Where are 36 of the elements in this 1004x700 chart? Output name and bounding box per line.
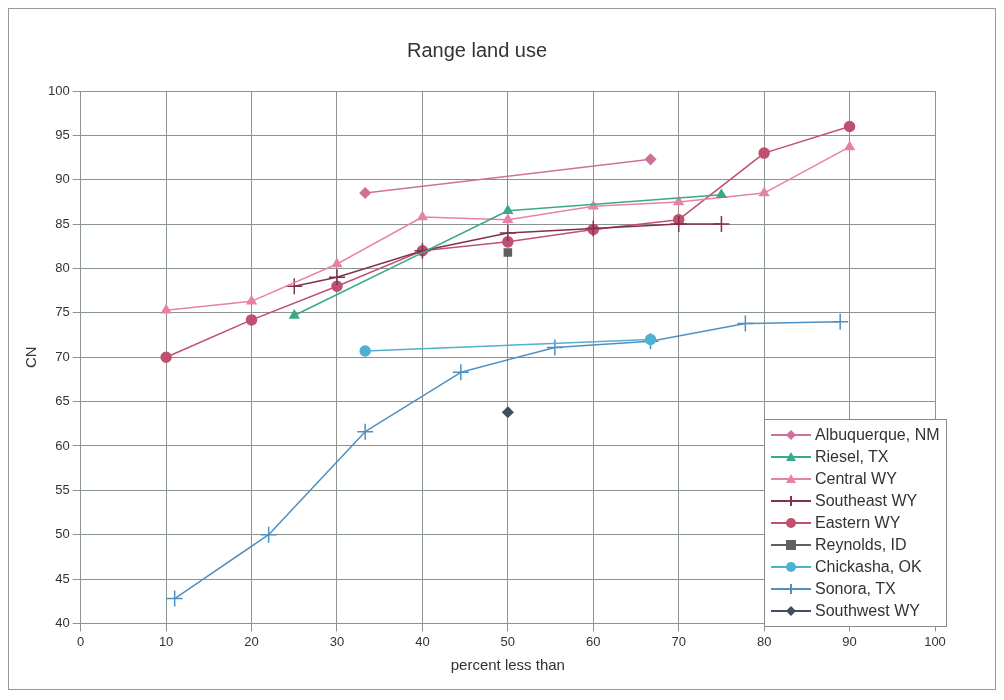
x-tick-label: 80: [756, 633, 772, 649]
x-tick-label: 50: [500, 633, 516, 649]
y-tick-label: 40: [55, 614, 70, 630]
y-tick-label: 55: [55, 481, 70, 497]
x-axis-title: percent less than: [450, 656, 565, 674]
y-axis-title: CN: [22, 346, 40, 369]
y-tick-label: 80: [55, 260, 70, 276]
y-tick-label: 45: [55, 570, 70, 586]
x-tick-label: 0: [77, 633, 85, 649]
legend-label: Reynolds, ID: [815, 535, 907, 555]
x-tick-label: 10: [158, 633, 174, 649]
y-tick-label: 65: [55, 393, 70, 409]
x-tick-label: 30: [329, 633, 345, 649]
y-tick-label: 50: [55, 526, 70, 542]
legend-label: Central WY: [815, 469, 897, 489]
y-tick-label: 95: [55, 126, 70, 142]
legend-label: Southeast WY: [815, 491, 918, 511]
legend-label: Riesel, TX: [815, 447, 889, 467]
legend-label: Sonora, TX: [815, 579, 896, 599]
y-tick-label: 85: [55, 215, 70, 231]
y-tick-label: 100: [47, 82, 70, 98]
y-tick-label: 60: [55, 437, 70, 453]
y-tick-label: 90: [55, 171, 70, 187]
y-tick-label: 75: [55, 304, 70, 320]
legend-label: Eastern WY: [815, 513, 901, 533]
x-tick-label: 100: [924, 633, 946, 649]
x-tick-label: 90: [842, 633, 857, 649]
x-tick-label: 60: [586, 633, 601, 649]
chart-title: Range land use: [406, 38, 548, 61]
legend-label: Southwest WY: [815, 601, 920, 621]
x-tick-label: 20: [244, 633, 259, 649]
y-tick-label: 70: [55, 348, 70, 364]
legend-label: Albuquerque, NM: [815, 425, 940, 445]
legend-label: Chickasha, OK: [815, 557, 922, 577]
x-tick-label: 40: [415, 633, 430, 649]
x-tick-label: 70: [671, 633, 686, 649]
